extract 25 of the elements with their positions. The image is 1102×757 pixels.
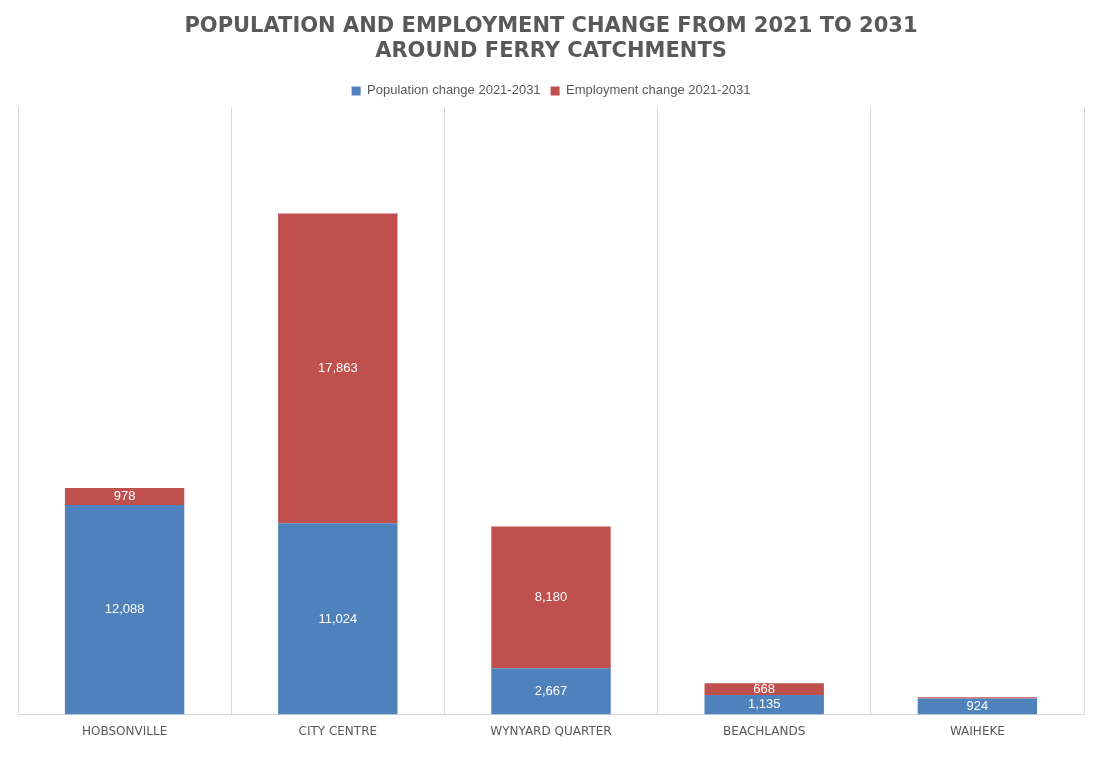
data-label: 11,024 — [318, 610, 358, 626]
data-label: 1,135 — [747, 696, 781, 712]
legend-label: Employment change 2021-2031 — [566, 82, 751, 98]
bar — [491, 668, 611, 715]
x-tick-label: WYNYARD QUARTER — [490, 723, 612, 738]
bar — [278, 213, 398, 524]
chart-title: POPULATION AND EMPLOYMENT CHANGE FROM 2021 TO 2031 AROUND FERRY CATCHMENTS — [184, 13, 918, 63]
x-tick-label: BEACHLANDS — [723, 723, 806, 738]
data-label: 17,863 — [317, 359, 358, 375]
data-label: 668 — [753, 680, 776, 696]
bar — [64, 504, 185, 715]
bar — [278, 523, 398, 715]
data-label: 2,667 — [534, 683, 568, 699]
bar — [704, 694, 824, 715]
data-label: 8,180 — [534, 588, 568, 604]
x-tick-label: HOBSONVILLE — [81, 723, 168, 738]
data-label: 12,088 — [104, 601, 145, 617]
x-tick-label: CITY CENTRE — [298, 723, 378, 738]
bar — [64, 487, 185, 505]
data-label: 978 — [113, 487, 136, 503]
bar — [491, 526, 611, 669]
bar — [704, 683, 824, 695]
legend-label: Population change 2021-2031 — [367, 82, 541, 98]
data-label: 924 — [966, 698, 989, 714]
x-tick-label: WAIHEKE — [949, 723, 1005, 738]
